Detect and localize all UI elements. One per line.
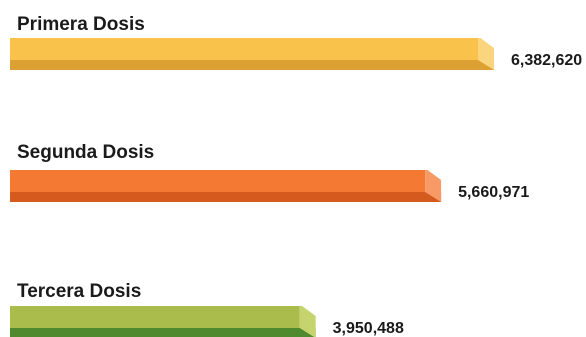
value-label: 5,660,971 bbox=[458, 184, 529, 201]
category-label: Tercera Dosis bbox=[17, 281, 141, 302]
bars-layer bbox=[10, 38, 494, 337]
bar-1 bbox=[10, 38, 494, 70]
bar-side-face bbox=[299, 306, 316, 337]
bar-top-face bbox=[10, 38, 478, 60]
bar-bottom-face bbox=[10, 192, 442, 202]
bar-side-face bbox=[478, 38, 494, 70]
bar-bottom-face bbox=[10, 328, 316, 337]
category-label: Primera Dosis bbox=[17, 14, 145, 35]
bar-top-face bbox=[10, 306, 300, 328]
bar-top-face bbox=[10, 170, 426, 192]
bar-bottom-face bbox=[10, 60, 494, 70]
labels-layer: Primera Dosis 6,382,620 Segunda Dosis 5,660… bbox=[17, 14, 582, 337]
category-label: Segunda Dosis bbox=[17, 142, 154, 163]
bar-3 bbox=[10, 306, 316, 337]
bar-side-face bbox=[425, 170, 442, 202]
bar-2 bbox=[10, 170, 442, 202]
value-label: 3,950,488 bbox=[333, 320, 404, 337]
value-label: 6,382,620 bbox=[511, 52, 582, 69]
